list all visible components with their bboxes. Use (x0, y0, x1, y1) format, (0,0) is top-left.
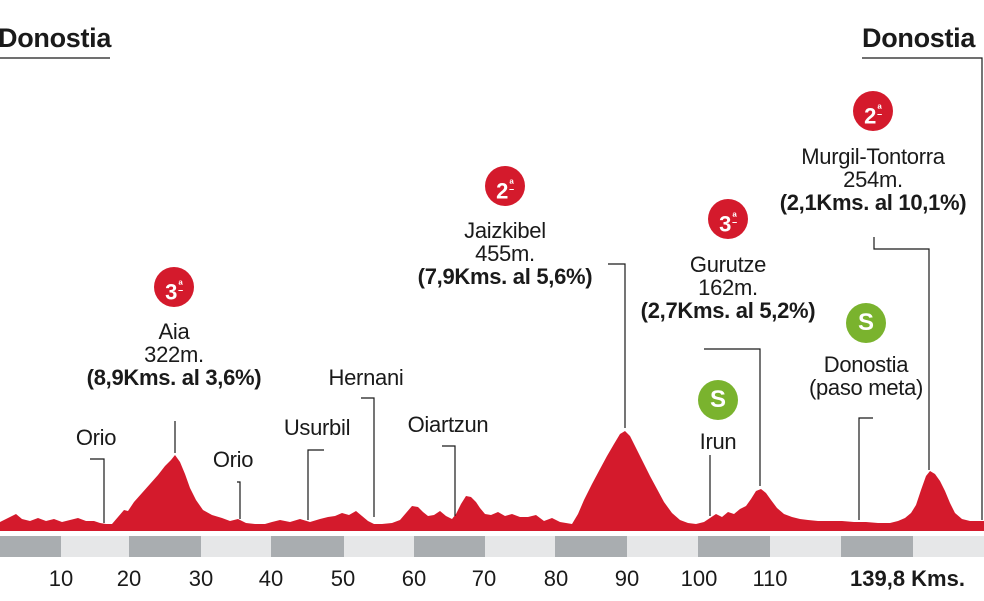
sprint-name: Donostia (823, 352, 909, 377)
sprint-note: (paso meta) (808, 375, 924, 400)
climb-detail: (7,9Kms. al 5,6%) (417, 264, 593, 289)
start-label: Donostia (0, 23, 112, 53)
sprint-badge: S (846, 303, 886, 343)
town-orio-label: Orio (212, 447, 254, 472)
climb-detail: (2,7Kms. al 5,2%) (640, 298, 816, 323)
km-tick-label: 20 (116, 566, 142, 591)
km-tick-label: 60 (401, 566, 427, 591)
category-2-badge: 2ª (853, 91, 893, 131)
climb-name: Gurutze (689, 252, 767, 277)
km-tick-label: 40 (258, 566, 284, 591)
town-orio-label: Orio (75, 425, 117, 450)
km-tick-label: 110 (752, 566, 788, 591)
category-3-badge: 3ª (154, 267, 194, 307)
town-hernani-label: Hernani (328, 365, 404, 390)
climb-altitude: 162m. (698, 275, 758, 300)
km-tick-label: 80 (543, 566, 569, 591)
climb-altitude: 254m. (843, 167, 903, 192)
climb-gurutze-label: Gurutze 162m. (2,7Kms. al 5,2%) (641, 253, 816, 322)
climb-name: Jaizkibel (464, 218, 546, 243)
km-tick-label: 70 (471, 566, 497, 591)
km-tick-label: 30 (188, 566, 214, 591)
climb-jaizkibel-label: Jaizkibel 455m. (7,9Kms. al 5,6%) (418, 219, 593, 288)
climb-altitude: 322m. (144, 342, 204, 367)
climb-aia-label: Aia 322m. (8,9Kms. al 3,6%) (87, 320, 262, 389)
km-tick-label: 100 (680, 566, 718, 591)
km-tick-label: 50 (330, 566, 356, 591)
climb-name: Aia (158, 319, 190, 344)
leader-lines (0, 57, 983, 523)
town-oiartzun-label: Oiartzun (407, 412, 489, 437)
total-distance-label: 139,8 Kms. (850, 566, 965, 591)
elevation-profile (0, 431, 984, 530)
km-tick-label: 10 (48, 566, 74, 591)
climb-altitude: 455m. (475, 241, 535, 266)
climb-name: Murgil-Tontorra (801, 144, 945, 169)
category-2-badge: 2ª (485, 166, 525, 206)
climb-murgil-tontorra-label: Murgil-Tontorra 254m. (2,1Kms. al 10,1%) (780, 145, 967, 214)
town-usurbil-label: Usurbil (283, 415, 351, 440)
sprint-name: Irun (699, 429, 737, 454)
climb-detail: (8,9Kms. al 3,6%) (86, 365, 262, 390)
km-tick-label: 90 (614, 566, 640, 591)
sprint-badge: S (698, 380, 738, 420)
sprint-donostia-label: Donostia (paso meta) (809, 353, 923, 399)
km-axis-band (0, 536, 984, 557)
category-3-badge: 3ª (708, 199, 748, 239)
climb-detail: (2,1Kms. al 10,1%) (779, 190, 967, 215)
finish-label: Donostia (862, 23, 976, 53)
sprint-irun-label: Irun (700, 430, 737, 453)
profile-baseline (0, 528, 984, 531)
